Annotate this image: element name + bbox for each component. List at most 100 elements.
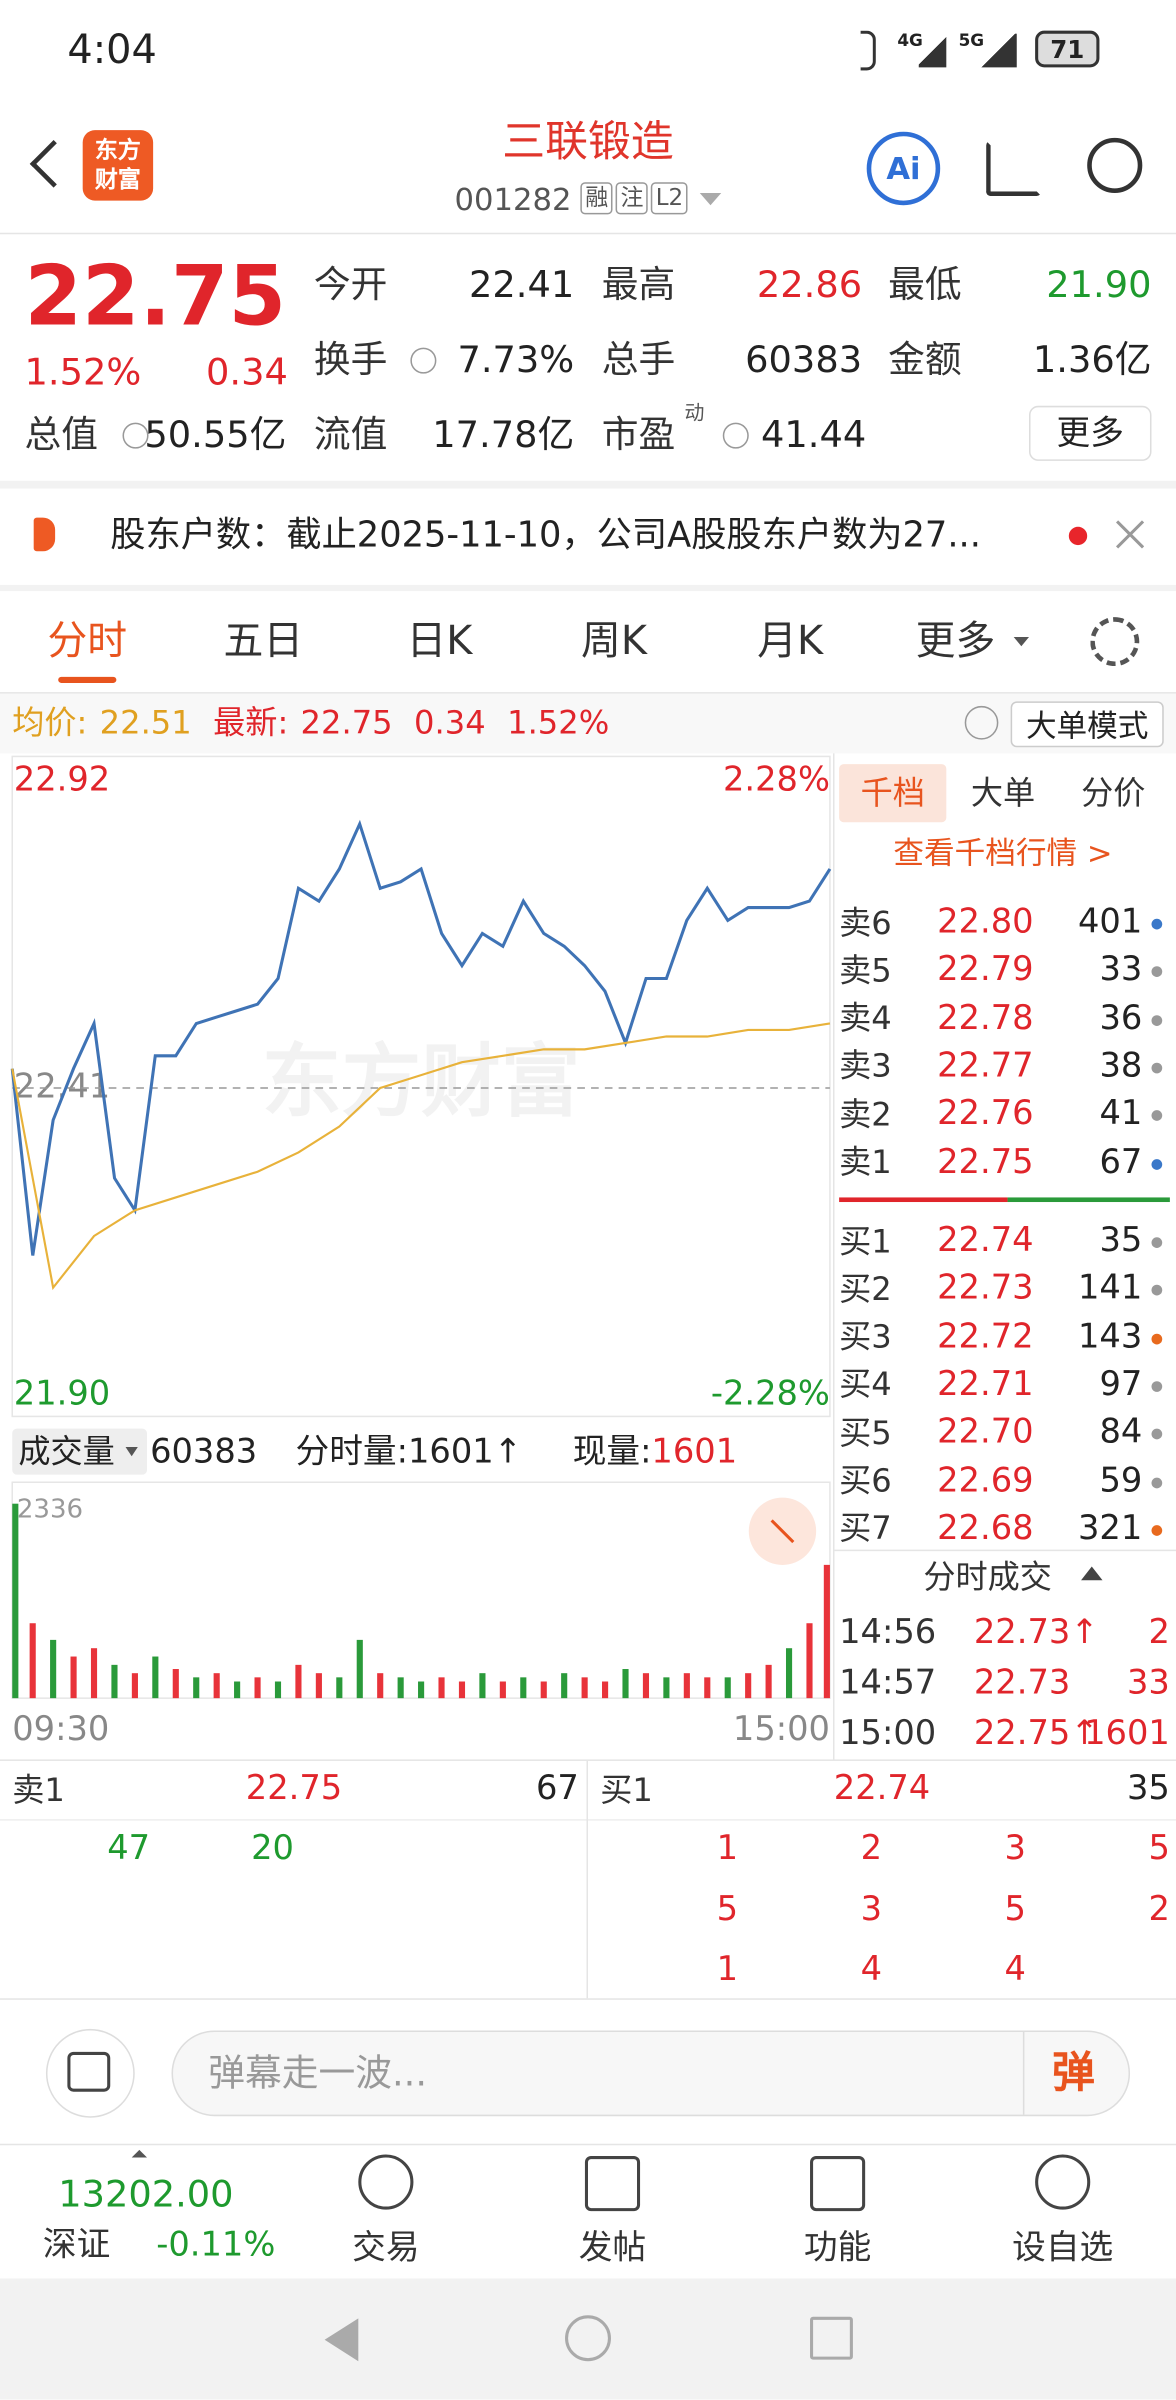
volume-frame <box>11 1481 831 1699</box>
volume-bar <box>50 1639 57 1699</box>
nav-item[interactable]: 设自选 <box>1012 2229 1114 2268</box>
info-icon[interactable] <box>122 422 149 449</box>
queue-order: 5 <box>716 1890 739 1929</box>
volume-bar <box>602 1681 609 1699</box>
order-dot <box>1151 1110 1163 1122</box>
nav-recent[interactable] <box>810 2316 853 2360</box>
divider <box>0 1998 1176 2000</box>
stock-tag: L2 <box>651 182 688 215</box>
danmaku-button[interactable]: 弹 <box>1051 2047 1095 2098</box>
bluetooth-icon <box>860 30 876 71</box>
volume-current-row: 现量: 1601 <box>573 1436 737 1470</box>
tab[interactable]: 月K <box>757 618 824 665</box>
volume-bar <box>724 1677 731 1699</box>
nav-item[interactable]: 发帖 <box>578 2229 647 2268</box>
order-label: 卖6 <box>839 904 892 941</box>
volume-bar <box>356 1639 363 1699</box>
field-label: 市盈 <box>601 413 676 457</box>
nav-home[interactable] <box>565 2315 611 2362</box>
queue-order: 4 <box>860 1950 882 1990</box>
volume-bar <box>12 1503 19 1699</box>
stock-tag: 注 <box>615 182 649 215</box>
ask-bid-divider <box>1007 1197 1170 1203</box>
trade-volume: 1601 <box>1084 1715 1170 1754</box>
tab[interactable]: 周K <box>581 618 648 665</box>
nav-icon[interactable] <box>584 2156 641 2212</box>
tab-underline <box>58 676 117 683</box>
tab-active-bg <box>839 764 947 823</box>
trade-time: 14:56 <box>839 1613 937 1653</box>
network-label: 5G <box>958 29 985 50</box>
volume-bar <box>131 1673 138 1699</box>
nav-item[interactable]: 功能 <box>803 2229 872 2268</box>
nav-icon[interactable] <box>1035 2154 1091 2210</box>
comment-list-button[interactable] <box>45 2028 135 2118</box>
index-caret <box>131 2149 147 2158</box>
x-tick-label: 09:30 <box>12 1709 109 1748</box>
mode-button[interactable]: 大单模式 <box>1010 701 1164 748</box>
trade-time: 15:00 <box>839 1715 937 1754</box>
trade-volume: 2 <box>1148 1613 1170 1653</box>
order-dot <box>1151 966 1163 978</box>
queue-order: 2 <box>1148 1890 1170 1929</box>
volume-bar <box>479 1673 486 1699</box>
volume-bar <box>520 1677 527 1699</box>
queue-order: 47 <box>107 1829 151 1869</box>
divider <box>0 232 1176 235</box>
volume-bar <box>642 1673 650 1699</box>
share-button[interactable] <box>986 140 1042 196</box>
dropdown-arrow[interactable] <box>699 192 722 205</box>
tab[interactable]: 日K <box>406 618 473 665</box>
order-volume: 84 <box>1099 1413 1143 1452</box>
comment-input[interactable] <box>171 2030 1131 2117</box>
order-book-tab[interactable]: 千档 <box>860 774 925 811</box>
signal-icon <box>918 33 947 68</box>
order-label: 买5 <box>839 1414 892 1452</box>
volume-selector[interactable]: 成交量 <box>12 1428 147 1475</box>
queue-order: 20 <box>251 1829 294 1869</box>
volume-bar <box>90 1648 98 1699</box>
info-icon[interactable] <box>722 422 749 449</box>
order-volume: 33 <box>1099 951 1143 990</box>
logo: 东方 财富 <box>82 130 154 201</box>
nav-icon[interactable] <box>358 2154 414 2210</box>
order-volume: 36 <box>1099 999 1143 1038</box>
queue-order: 4 <box>1004 1950 1026 1990</box>
volume-bar <box>663 1677 670 1699</box>
back-button[interactable] <box>29 140 78 188</box>
order-book-tab[interactable]: 分价 <box>1081 774 1146 811</box>
comment-placeholder: 弹幕走一波... <box>208 2051 428 2095</box>
ai-button[interactable]: Ai <box>866 131 941 206</box>
field-value: 41.44 <box>761 413 867 457</box>
tab[interactable]: 分时 <box>47 618 128 665</box>
search-button[interactable] <box>1087 137 1143 193</box>
info-avg: 22.51 <box>99 704 192 742</box>
info-change-pct: 1.52% <box>507 704 610 742</box>
order-price: 22.68 <box>937 1509 1034 1548</box>
trade-price: 22.73 <box>973 1664 1071 1703</box>
field-label: 流值 <box>313 413 388 457</box>
settings-button[interactable] <box>1090 617 1140 667</box>
volume-bar <box>540 1681 547 1699</box>
volume-bar <box>315 1673 322 1699</box>
info-icon[interactable] <box>410 347 437 374</box>
nav-item[interactable]: 交易 <box>352 2229 420 2268</box>
order-book-tab[interactable]: 大单 <box>970 774 1036 811</box>
volume-bar <box>336 1677 343 1699</box>
volume-bar <box>172 1669 179 1699</box>
order-label: 卖5 <box>839 952 892 989</box>
more-button[interactable]: 更多 <box>1029 405 1152 461</box>
queue-order: 3 <box>860 1890 882 1929</box>
nav-back[interactable] <box>324 2318 359 2362</box>
logo-text: 财富 <box>94 165 141 193</box>
level1-volume: 67 <box>535 1770 579 1809</box>
tab[interactable]: 五日 <box>223 618 304 665</box>
order-book-link[interactable]: 查看千档行情 > <box>893 834 1113 872</box>
help-icon[interactable] <box>964 705 999 740</box>
chart-frame <box>11 755 831 1418</box>
divider <box>834 1549 1176 1552</box>
field-value: 7.73% <box>457 338 575 382</box>
level1-price: 22.74 <box>833 1770 931 1809</box>
nav-icon[interactable] <box>810 2156 866 2212</box>
tab[interactable]: 更多 <box>915 618 996 665</box>
